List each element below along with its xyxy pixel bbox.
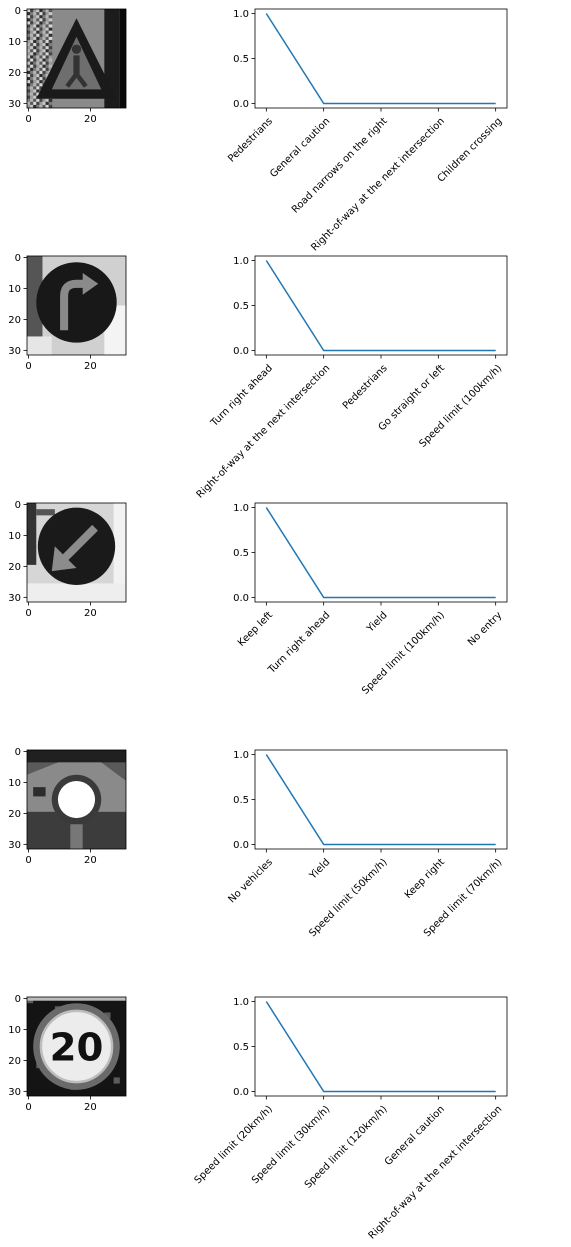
x-tick-label: 20 — [84, 361, 97, 372]
sign-image — [27, 9, 126, 108]
y-tick-label: 0.0 — [233, 1087, 249, 1098]
y-tick-label: 1.0 — [233, 256, 249, 267]
image-frame — [26, 255, 127, 356]
y-tick-label: 30 — [8, 840, 21, 851]
turn-right-arrow-icon — [60, 279, 86, 331]
x-tick-label: 0 — [25, 114, 31, 125]
y-tick-label: 20 — [8, 562, 21, 573]
x-tick-label: Keep right — [403, 857, 447, 901]
sign-image-axes: 0 20 0 10 20 30 — [8, 6, 127, 125]
y-tick-label: 0 — [15, 994, 21, 1005]
prediction-row: 0 20 0 10 20 30 0.0 0.5 1.0 Turn right aheadRight… — [8, 253, 508, 501]
x-tick-label: Keep left — [236, 610, 275, 649]
y-tick-label: 1.0 — [233, 997, 249, 1008]
y-tick-label: 0.5 — [233, 1042, 249, 1053]
plot-frame — [254, 749, 508, 850]
x-tick-label: Pedestrians — [226, 116, 275, 165]
y-tick-label: 10 — [8, 531, 21, 542]
sign-image — [27, 750, 126, 849]
image-frame — [26, 8, 127, 109]
x-tick-label: Children crossing — [436, 116, 505, 185]
y-tick-label: 0.5 — [233, 795, 249, 806]
y-tick-label: 0.0 — [233, 99, 249, 110]
y-tick-label: 0.5 — [233, 54, 249, 65]
x-tick-label: 20 — [84, 1102, 97, 1113]
sign-image-axes: 0 20 0 10 20 30 — [8, 500, 127, 619]
y-tick-label: 10 — [8, 37, 21, 48]
y-tick-label: 10 — [8, 778, 21, 789]
x-tick-label: General caution — [268, 116, 332, 180]
no-vehicles-sign-icon — [57, 780, 96, 819]
sign-image — [27, 256, 126, 355]
x-tick-label: Turn right ahead — [266, 610, 333, 677]
x-tick-label: 20 — [84, 855, 97, 866]
y-tick-label: 30 — [8, 346, 21, 357]
y-tick-label: 0 — [15, 253, 21, 264]
y-tick-label: 0 — [15, 500, 21, 511]
x-tick-label: No vehicles — [226, 857, 275, 906]
sign-image: 20 — [27, 997, 126, 1096]
y-tick-label: 30 — [8, 99, 21, 110]
x-tick-label: Right-of-way at the next intersection — [367, 1104, 505, 1242]
sign-image-axes: 0 20 0 10 20 30 — [8, 747, 127, 866]
plot-frame — [254, 8, 508, 109]
x-tick-label: 0 — [25, 608, 31, 619]
y-tick-label: 20 — [8, 809, 21, 820]
x-tick-label: 0 — [25, 1102, 31, 1113]
x-tick-label: Yield — [307, 857, 332, 882]
x-tick-label: 0 — [25, 855, 31, 866]
sign-number: 20 — [50, 1025, 104, 1070]
y-tick-label: 20 — [8, 1056, 21, 1067]
x-tick-label: 0 — [25, 361, 31, 372]
y-tick-label: 0.5 — [233, 548, 249, 559]
y-tick-label: 0.0 — [233, 840, 249, 851]
y-tick-label: 10 — [8, 284, 21, 295]
pedestrian-icon — [71, 44, 82, 54]
y-tick-label: 0 — [15, 747, 21, 758]
x-tick-label: Right-of-way at the next intersection — [309, 116, 447, 254]
x-tick-label: 20 — [84, 608, 97, 619]
sign-image-axes: 20 0 20 0 10 20 30 — [8, 994, 127, 1113]
y-tick-label: 0.0 — [233, 593, 249, 604]
plot-frame — [254, 255, 508, 356]
y-tick-label: 1.0 — [233, 9, 249, 20]
y-tick-label: 1.0 — [233, 750, 249, 761]
y-tick-label: 30 — [8, 1087, 21, 1098]
y-tick-label: 1.0 — [233, 503, 249, 514]
x-tick-label: Right-of-way at the next intersection — [195, 363, 333, 501]
x-tick-label: No entry — [466, 610, 504, 648]
sign-image-axes: 0 20 0 10 20 30 — [8, 253, 127, 372]
plot-frame — [254, 996, 508, 1097]
y-tick-label: 0.5 — [233, 301, 249, 312]
sign-image — [27, 503, 126, 602]
x-tick-label: General caution — [383, 1104, 447, 1168]
image-frame — [26, 996, 127, 1097]
y-tick-label: 10 — [8, 1025, 21, 1036]
y-tick-label: 0.0 — [233, 346, 249, 357]
x-tick-label: Turn right ahead — [208, 363, 275, 430]
y-tick-label: 20 — [8, 68, 21, 79]
plot-frame — [254, 502, 508, 603]
image-frame — [26, 749, 127, 850]
x-tick-label: Yield — [364, 610, 389, 635]
x-tick-label: Pedestrians — [341, 363, 390, 412]
blue-circle-sign-icon — [36, 262, 117, 343]
keep-left-arrow-icon — [61, 524, 98, 562]
y-tick-label: 30 — [8, 593, 21, 604]
image-frame — [26, 502, 127, 603]
x-tick-label: 20 — [84, 114, 97, 125]
x-tick-label: Road narrows on the right — [290, 116, 390, 216]
y-tick-label: 0 — [15, 6, 21, 17]
y-tick-label: 20 — [8, 315, 21, 326]
